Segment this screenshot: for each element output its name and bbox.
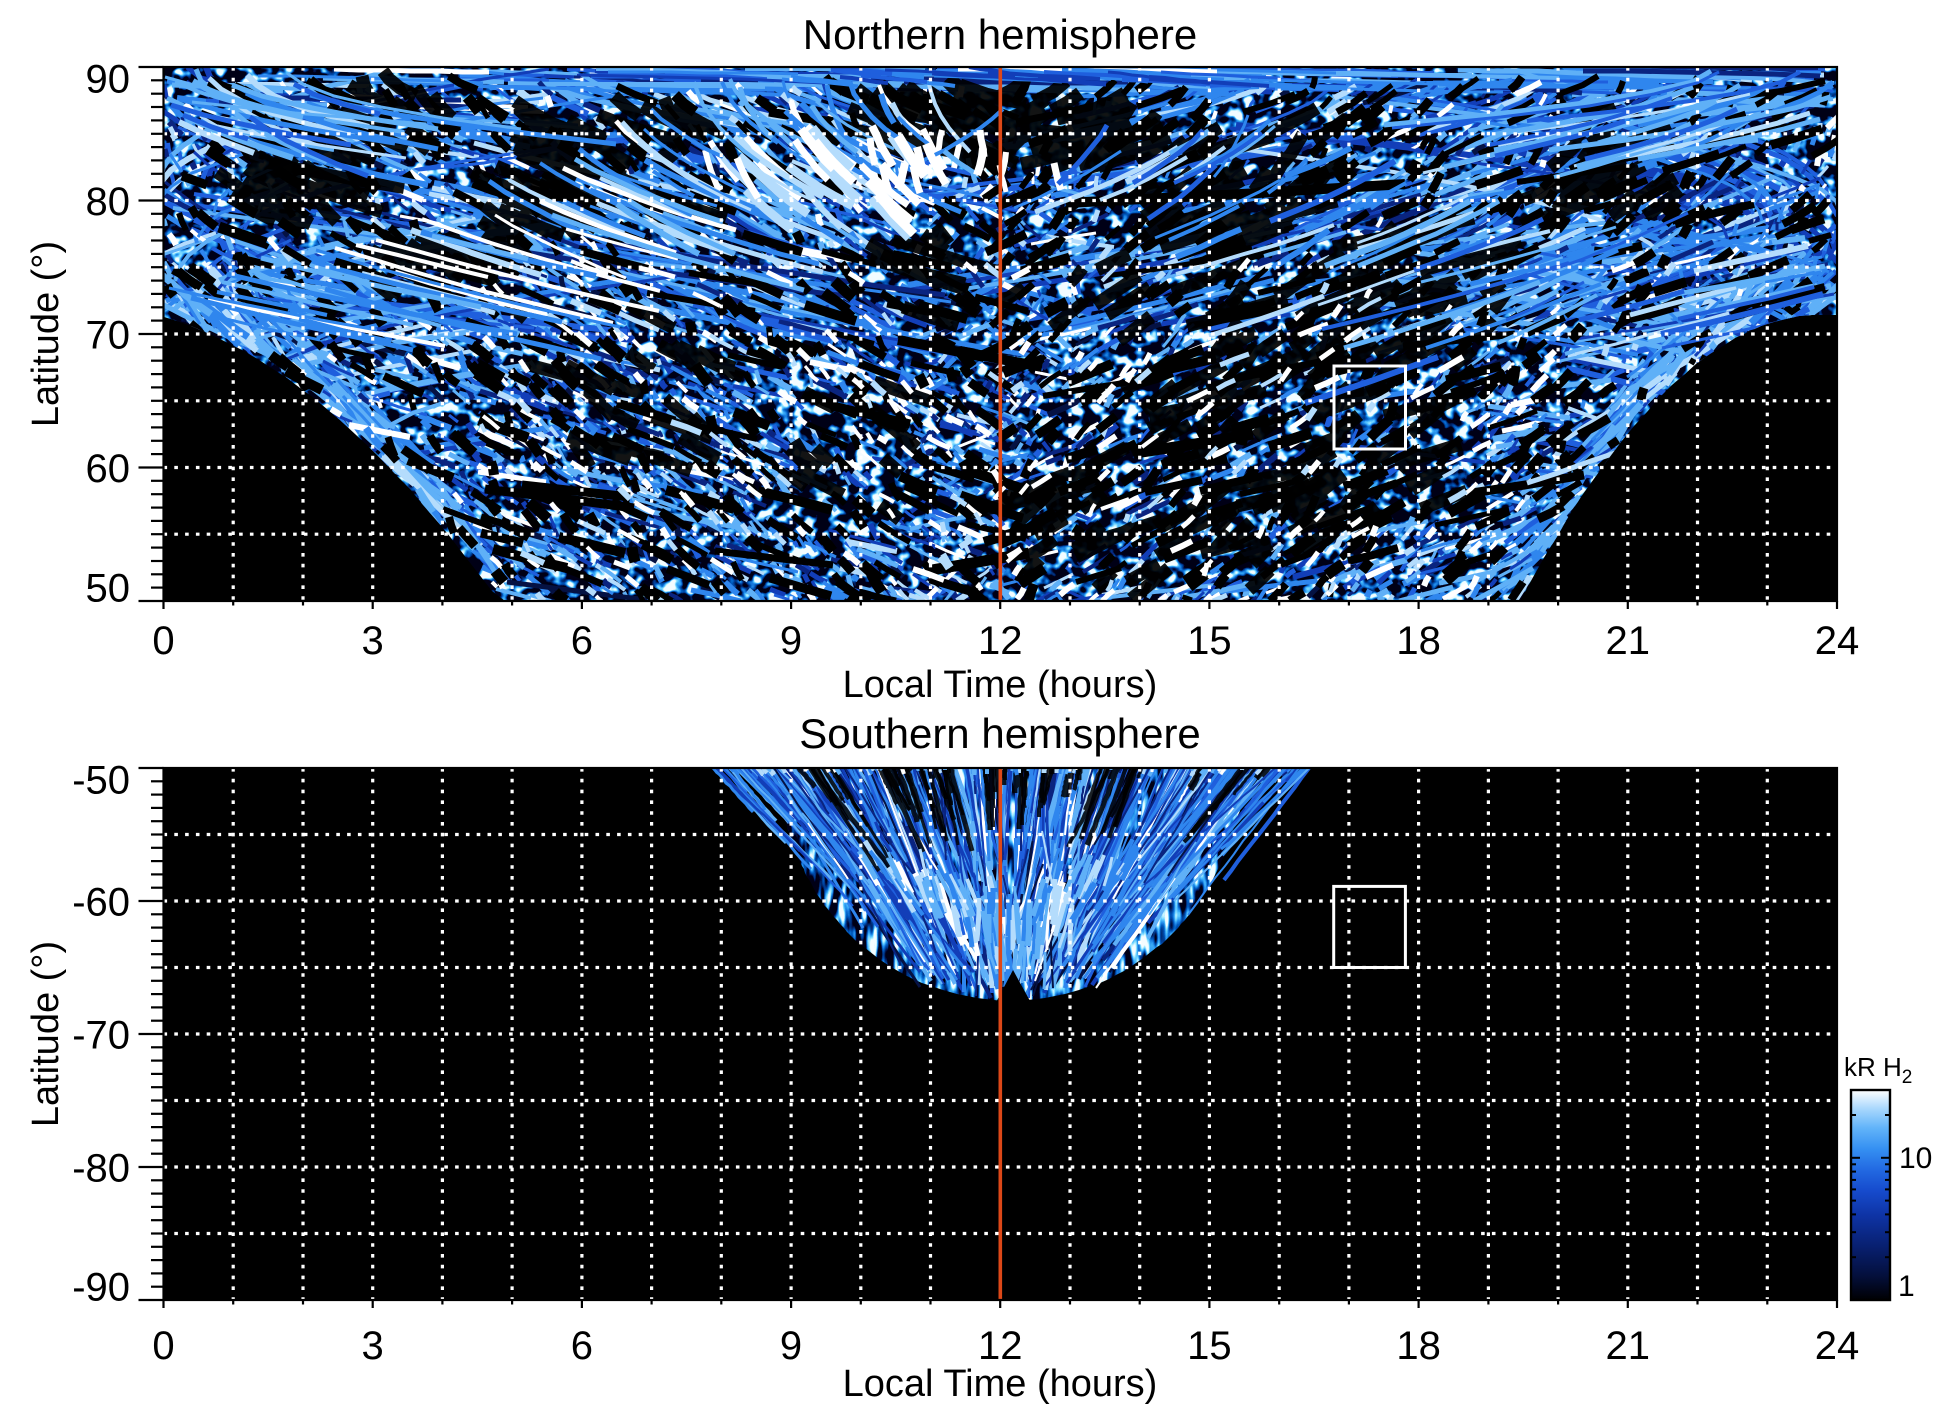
svg-text:12: 12 bbox=[978, 1324, 1023, 1368]
svg-text:Local Time (hours): Local Time (hours) bbox=[843, 664, 1158, 706]
svg-text:15: 15 bbox=[1187, 619, 1232, 663]
svg-text:15: 15 bbox=[1187, 1324, 1232, 1368]
svg-text:21: 21 bbox=[1606, 1324, 1651, 1368]
svg-text:3: 3 bbox=[362, 1324, 384, 1368]
svg-text:10: 10 bbox=[1899, 1142, 1932, 1175]
svg-text:9: 9 bbox=[780, 619, 802, 663]
svg-text:50: 50 bbox=[86, 567, 131, 611]
svg-text:-80: -80 bbox=[72, 1147, 130, 1191]
svg-text:-90: -90 bbox=[72, 1266, 130, 1310]
svg-text:60: 60 bbox=[86, 447, 131, 491]
svg-text:0: 0 bbox=[152, 619, 174, 663]
svg-text:70: 70 bbox=[86, 314, 131, 358]
svg-text:90: 90 bbox=[86, 57, 131, 101]
svg-text:80: 80 bbox=[86, 180, 131, 224]
svg-text:24: 24 bbox=[1815, 1324, 1860, 1368]
svg-text:6: 6 bbox=[571, 619, 593, 663]
svg-text:9: 9 bbox=[780, 1324, 802, 1368]
svg-text:Latitude (°): Latitude (°) bbox=[25, 941, 67, 1127]
svg-text:-70: -70 bbox=[72, 1014, 130, 1058]
svg-text:Northern hemisphere: Northern hemisphere bbox=[803, 11, 1198, 58]
svg-text:Local Time (hours): Local Time (hours) bbox=[843, 1363, 1158, 1405]
svg-text:12: 12 bbox=[978, 619, 1023, 663]
svg-text:6: 6 bbox=[571, 1324, 593, 1368]
svg-text:24: 24 bbox=[1815, 619, 1860, 663]
svg-text:Latitude (°): Latitude (°) bbox=[25, 241, 67, 427]
svg-text:0: 0 bbox=[152, 1324, 174, 1368]
svg-text:21: 21 bbox=[1606, 619, 1651, 663]
svg-text:-60: -60 bbox=[72, 881, 130, 925]
svg-text:1: 1 bbox=[1898, 1270, 1915, 1303]
svg-text:Southern hemisphere: Southern hemisphere bbox=[799, 710, 1201, 757]
svg-text:18: 18 bbox=[1396, 619, 1441, 663]
svg-text:18: 18 bbox=[1396, 1324, 1441, 1368]
svg-text:-50: -50 bbox=[72, 758, 130, 802]
svg-text:3: 3 bbox=[362, 619, 384, 663]
